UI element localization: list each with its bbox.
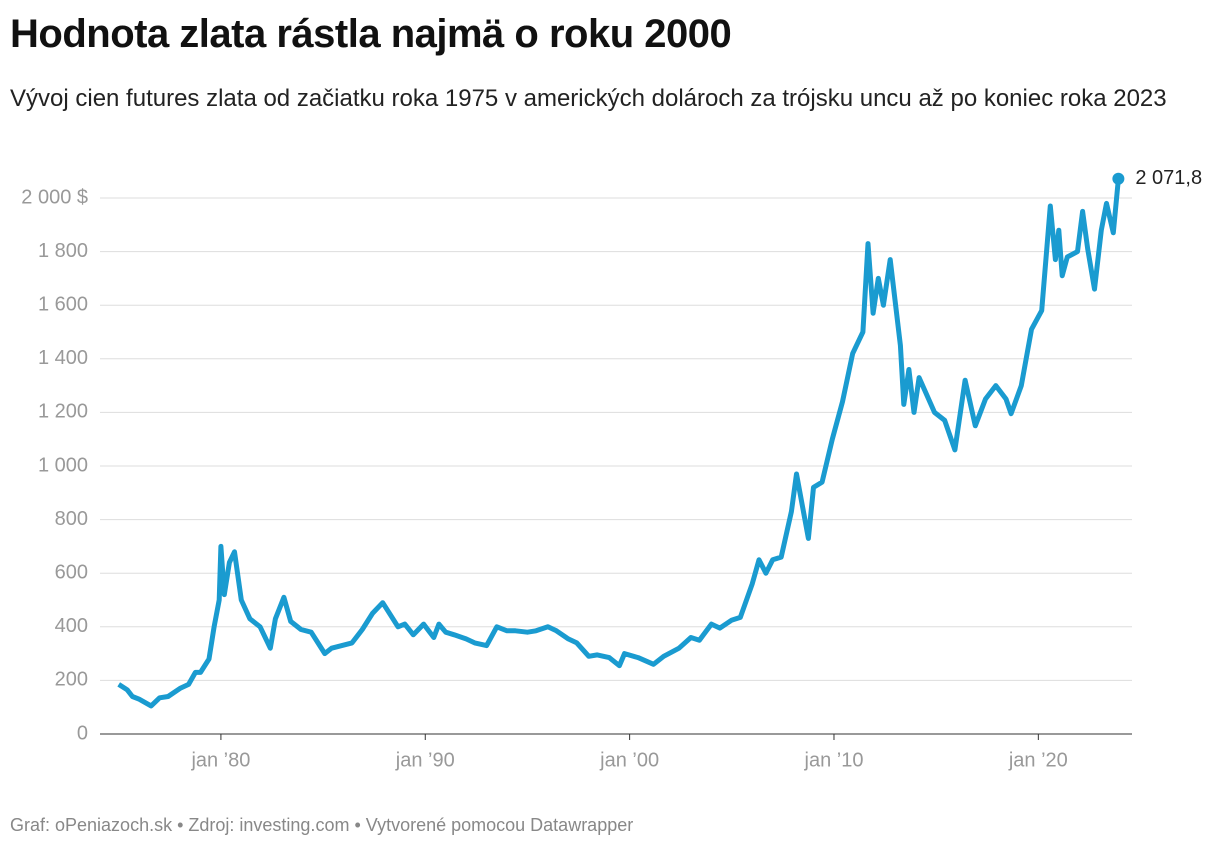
x-tick-label: jan ’90 xyxy=(395,749,455,771)
y-tick-label: 1 200 xyxy=(38,401,88,423)
y-tick-label: 2 000 $ xyxy=(21,186,88,208)
y-tick-label: 400 xyxy=(55,615,88,637)
y-tick-label: 1 800 xyxy=(38,240,88,262)
y-tick-label: 1 600 xyxy=(38,293,88,315)
y-tick-label: 600 xyxy=(55,561,88,583)
price-line xyxy=(117,178,1121,709)
y-tick-label: 0 xyxy=(77,722,88,744)
x-tick-label: jan ’80 xyxy=(190,749,250,771)
chart-subtitle: Vývoj cien futures zlata od začiatku rok… xyxy=(10,85,1167,112)
y-tick-label: 1 400 xyxy=(38,347,88,369)
y-tick-label: 800 xyxy=(55,508,88,530)
y-tick-label: 200 xyxy=(55,669,88,691)
value-label: 2 071,8 xyxy=(1135,167,1202,189)
source-note: Graf: oPeniazoch.sk • Zdroj: investing.c… xyxy=(10,815,634,835)
x-tick-label: jan ’00 xyxy=(599,749,659,771)
chart-title: Hodnota zlata rástla najmä o roku 2000 xyxy=(10,12,732,56)
x-tick-label: jan ’20 xyxy=(1008,749,1068,771)
end-point xyxy=(1112,172,1125,185)
y-tick-label: 1 000 xyxy=(38,454,88,476)
x-tick-label: jan ’10 xyxy=(804,749,864,771)
